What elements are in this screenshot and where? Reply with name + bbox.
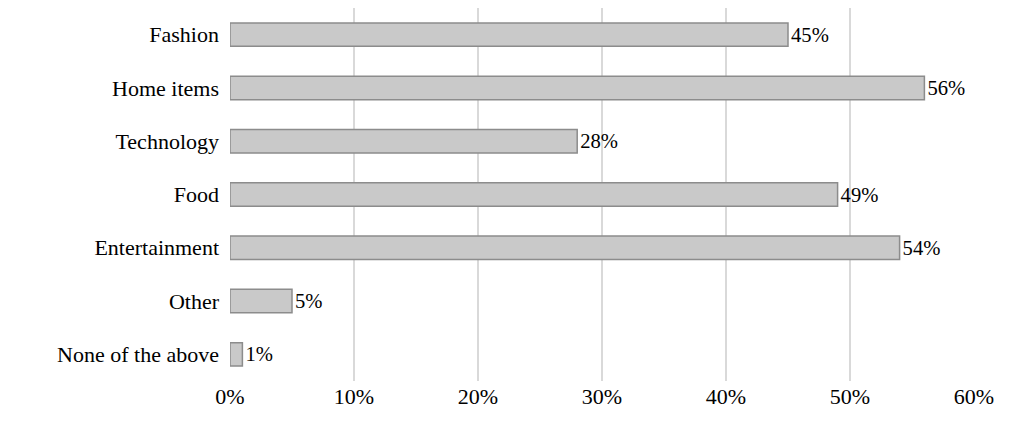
svg-text:10%: 10% [334, 384, 374, 409]
svg-text:None of the above: None of the above [57, 342, 219, 367]
svg-text:20%: 20% [458, 384, 498, 409]
svg-text:30%: 30% [582, 384, 622, 409]
svg-text:1%: 1% [245, 343, 272, 365]
svg-text:40%: 40% [706, 384, 746, 409]
svg-text:54%: 54% [903, 237, 941, 259]
svg-text:50%: 50% [830, 384, 870, 409]
svg-text:Other: Other [169, 289, 220, 314]
svg-text:Technology: Technology [115, 129, 219, 154]
svg-text:Fashion: Fashion [149, 22, 219, 47]
svg-text:45%: 45% [791, 24, 829, 46]
svg-text:0%: 0% [215, 384, 244, 409]
svg-text:49%: 49% [841, 184, 879, 206]
svg-text:Food: Food [174, 182, 219, 207]
svg-text:Home items: Home items [112, 76, 219, 101]
svg-text:28%: 28% [580, 130, 618, 152]
svg-text:Entertainment: Entertainment [94, 235, 219, 260]
svg-text:56%: 56% [927, 77, 965, 99]
svg-text:60%: 60% [954, 384, 994, 409]
svg-text:5%: 5% [295, 290, 322, 312]
